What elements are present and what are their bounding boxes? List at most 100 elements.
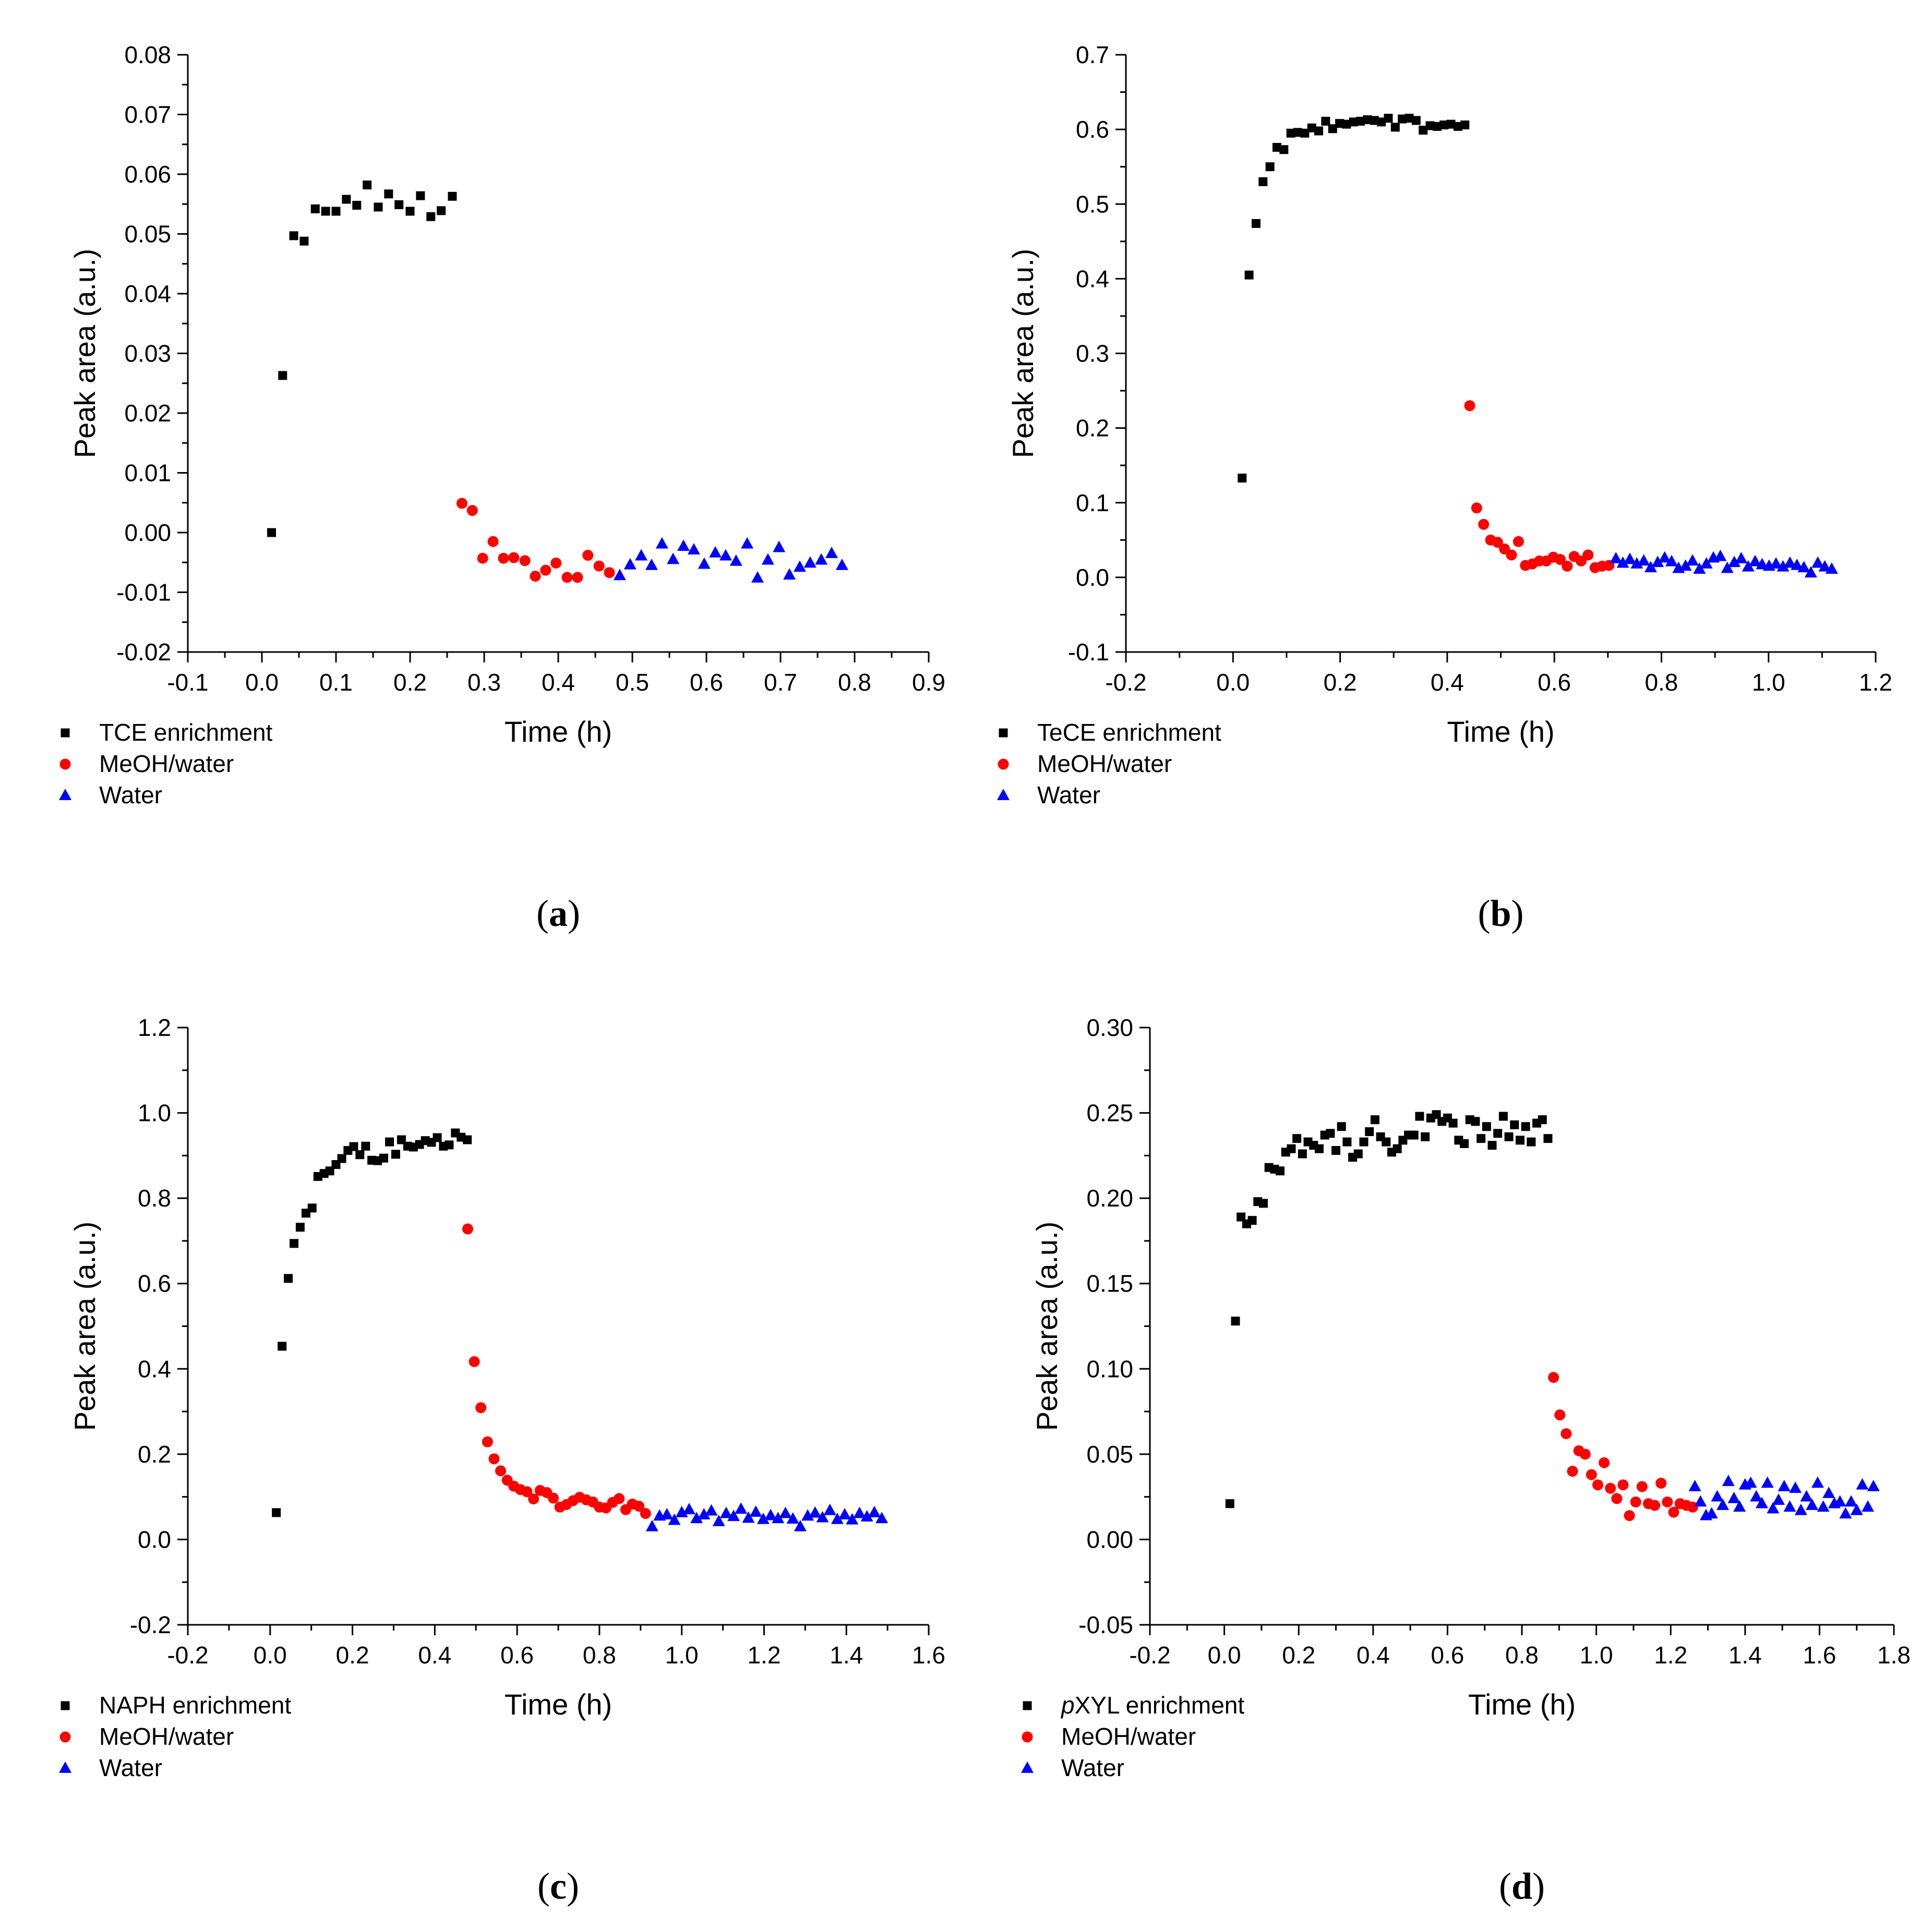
panel-label: (c): [537, 1865, 579, 1907]
data-point: [548, 1492, 559, 1504]
data-point: [1735, 552, 1748, 563]
y-tick-label: 0.2: [1076, 415, 1109, 442]
data-point: [1722, 1475, 1735, 1487]
data-point: [614, 1493, 625, 1504]
data-point: [1382, 1137, 1391, 1146]
data-point: [1623, 552, 1636, 564]
legend-label-text: MeOH/water: [99, 1723, 234, 1750]
data-point: [1833, 1495, 1846, 1507]
data-point: [1862, 1500, 1875, 1512]
data-point: [1515, 1136, 1525, 1145]
x-tick-label: 1.0: [1752, 669, 1785, 696]
data-point: [1636, 1481, 1648, 1492]
legend-marker: [998, 758, 1009, 770]
x-tick-label: 0.7: [764, 669, 797, 696]
x-axis-title: Time (h): [1468, 1688, 1576, 1721]
data-point: [682, 1503, 695, 1514]
data-point: [1761, 1476, 1774, 1488]
y-tick-label: 0.04: [124, 280, 171, 307]
data-point: [1521, 1122, 1530, 1131]
y-tick-label: 0.15: [1086, 1270, 1133, 1297]
series-tce-enrichment: [267, 180, 457, 537]
y-tick-label: 0.03: [124, 340, 171, 367]
y-tick-label: 0.07: [124, 101, 171, 128]
data-point: [349, 1142, 358, 1151]
legend-label: MeOH/water: [99, 750, 234, 777]
data-point: [1464, 400, 1475, 412]
data-point: [868, 1505, 881, 1517]
legend-marker: [59, 788, 71, 800]
data-point: [445, 1140, 454, 1150]
x-tick-label: 0.6: [1431, 1642, 1464, 1669]
data-point: [705, 1504, 718, 1516]
data-point: [1867, 1479, 1880, 1491]
data-point: [667, 552, 680, 564]
data-point: [456, 498, 467, 509]
data-point: [1342, 119, 1351, 129]
data-point: [809, 1506, 822, 1518]
data-point: [823, 1503, 836, 1515]
legend-marker: [59, 1761, 71, 1773]
data-point: [1658, 551, 1671, 563]
y-tick-label: -0.2: [130, 1611, 171, 1638]
data-point: [1237, 1212, 1246, 1222]
data-point: [645, 558, 658, 570]
data-point: [1700, 557, 1713, 569]
data-point: [1767, 1502, 1780, 1514]
series-meoh-water: [1548, 1372, 1698, 1522]
x-tick-label: 1.2: [1654, 1642, 1687, 1669]
data-point: [295, 1223, 305, 1232]
y-tick-label: 0.4: [1076, 265, 1109, 292]
legend-label: NAPH enrichment: [99, 1692, 291, 1719]
x-tick-label: 0.3: [467, 669, 501, 696]
data-point: [1478, 518, 1490, 530]
data-point: [1276, 1166, 1285, 1176]
data-point: [690, 1512, 703, 1524]
data-point: [803, 556, 817, 568]
series-pxyl-enrichment: [1225, 1110, 1553, 1508]
legend-label: Water: [99, 1754, 162, 1781]
data-point: [1265, 162, 1275, 172]
data-point: [1258, 177, 1268, 186]
data-point: [1506, 549, 1517, 561]
legend-label: Water: [1037, 781, 1100, 808]
data-point: [289, 231, 298, 240]
legend-label-text: MeOH/water: [1037, 750, 1172, 777]
y-axis-title: Peak area (a.u.): [1006, 249, 1039, 458]
data-point: [1477, 1134, 1486, 1143]
data-point: [462, 1223, 473, 1235]
data-point: [1349, 117, 1358, 127]
legend-label: Water: [99, 781, 162, 808]
data-point: [278, 371, 287, 380]
data-point: [1432, 1110, 1441, 1119]
x-tick-label: 1.4: [830, 1642, 863, 1669]
data-point: [1749, 554, 1762, 566]
data-point: [572, 572, 583, 583]
data-point: [794, 1519, 807, 1531]
x-axis-title: Time (h): [505, 1688, 612, 1721]
y-tick-label: -0.05: [1078, 1611, 1133, 1638]
y-tick-label: 0.00: [124, 519, 171, 546]
x-tick-label: 0.0: [254, 1642, 287, 1669]
y-tick-label: 1.2: [138, 1014, 171, 1041]
data-point: [1811, 556, 1825, 568]
x-tick-label: 1.0: [665, 1642, 699, 1669]
data-point: [875, 1512, 889, 1524]
legend-marker: [59, 758, 71, 770]
data-point: [742, 1511, 755, 1523]
data-point: [1415, 1112, 1424, 1121]
data-point: [1592, 1479, 1603, 1491]
data-point: [1543, 1134, 1553, 1143]
data-point: [321, 207, 330, 216]
data-point: [1425, 121, 1435, 130]
data-point: [1272, 142, 1281, 152]
data-point: [1300, 128, 1310, 138]
data-point: [816, 1511, 829, 1523]
data-point: [1733, 1500, 1746, 1512]
data-point: [1292, 1134, 1302, 1143]
y-tick-label: 0.30: [1086, 1014, 1133, 1041]
x-tick-label: 0.5: [616, 669, 649, 696]
data-point: [530, 571, 541, 582]
data-point: [488, 1453, 500, 1465]
